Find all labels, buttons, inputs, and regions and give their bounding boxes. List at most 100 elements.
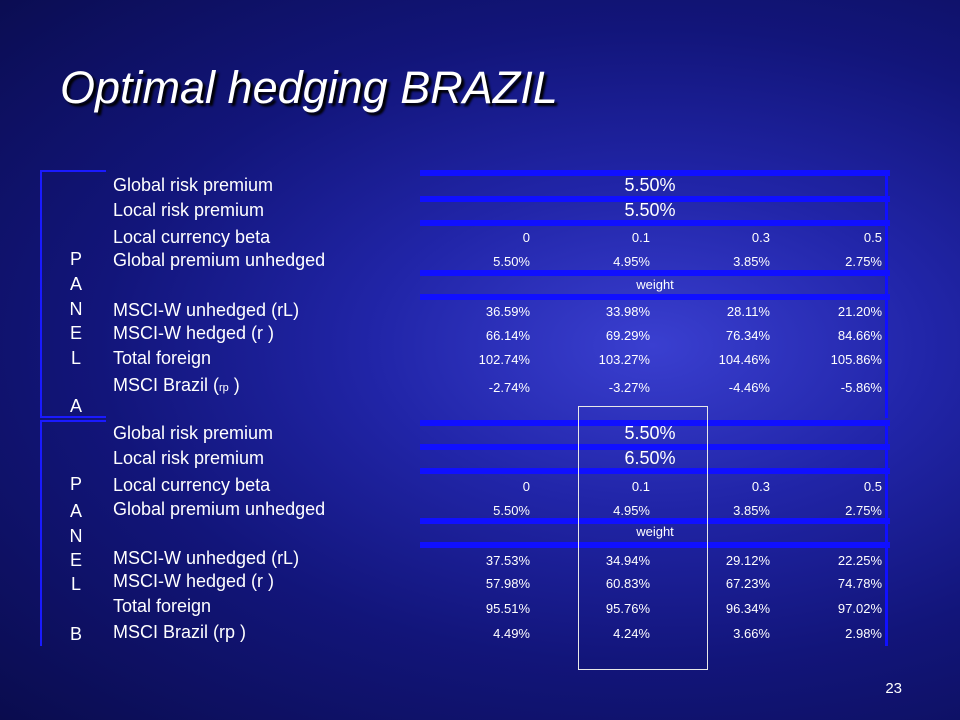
cell: 0.3: [751, 230, 770, 245]
label-local-currency-beta: Local currency beta: [113, 227, 271, 247]
panel-b-letter: P: [69, 474, 82, 494]
panel-a-side-label: P A N E L A: [40, 170, 106, 418]
cell: 0.5: [863, 230, 882, 245]
value-global-risk-premium: 5.50%: [624, 175, 676, 195]
value-local-risk-premium: 5.50%: [624, 200, 676, 220]
right-rule: [885, 170, 888, 418]
cell: 95.51%: [485, 601, 530, 616]
label-msci-w-hedged: MSCI-W hedged (r ): [113, 323, 275, 343]
panel-b-letter: B: [69, 624, 82, 644]
cell: 74.78%: [837, 576, 882, 591]
cell: 104.46%: [718, 352, 770, 367]
panel-b-letter: L: [70, 574, 81, 594]
label-msci-brazil: MSCI Brazil (rp ): [113, 375, 240, 396]
label-msci-brazil: MSCI Brazil (rp ): [113, 622, 247, 642]
panel-b-side-label: P A N E L B: [40, 420, 106, 646]
cell: -5.86%: [840, 380, 882, 395]
cell: 5.50%: [493, 503, 530, 518]
cell: 4.95%: [613, 254, 650, 269]
cell: -2.74%: [488, 380, 530, 395]
cell: 4.49%: [493, 626, 530, 641]
cell: 95.76%: [605, 601, 650, 616]
panel-a-letter: A: [69, 274, 82, 294]
cell: 0.5: [863, 479, 882, 494]
row-rule: [420, 542, 890, 548]
panel-a-letter: E: [69, 323, 82, 343]
cell: 0.1: [631, 230, 650, 245]
cell: 69.29%: [605, 328, 650, 343]
row-rule: [420, 420, 890, 426]
row-rule: [420, 170, 890, 176]
slide-title: Optimal hedging BRAZIL: [60, 62, 558, 113]
label-msci-brazil-sub: rp: [219, 382, 229, 394]
cell: 0.1: [631, 479, 650, 494]
cell: 33.98%: [605, 304, 650, 319]
row-rule: [420, 444, 890, 450]
weight-label: weight: [636, 277, 674, 292]
label-global-risk-premium: Global risk premium: [113, 175, 274, 195]
row-rule: [420, 294, 890, 300]
cell: 0: [522, 230, 530, 245]
panel-b-letter: N: [69, 526, 83, 546]
value-global-risk-premium: 5.50%: [624, 423, 676, 443]
label-msci-w-hedged: MSCI-W hedged (r ): [113, 571, 275, 591]
value-local-risk-premium: 6.50%: [624, 448, 676, 468]
panel-b: P A N E L B Global risk premium 5.50% Lo…: [40, 420, 890, 646]
label-total-foreign: Total foreign: [113, 348, 212, 368]
cell: 66.14%: [485, 328, 530, 343]
cell: 4.24%: [613, 626, 650, 641]
row-rule: [420, 270, 890, 276]
row-rule: [420, 220, 890, 226]
cell: 22.25%: [837, 553, 882, 568]
cell: 67.23%: [725, 576, 770, 591]
row-rule: [420, 518, 890, 524]
cell: 57.98%: [485, 576, 530, 591]
panel-a-letter: P: [69, 249, 82, 269]
label-local-currency-beta: Local currency beta: [113, 475, 271, 495]
label-msci-w-unhedged: MSCI-W unhedged (rL): [113, 548, 300, 568]
cell: 97.02%: [837, 601, 882, 616]
cell: 96.34%: [725, 601, 770, 616]
label-local-risk-premium: Local risk premium: [113, 448, 265, 468]
label-local-risk-premium: Local risk premium: [113, 200, 265, 220]
cell: 34.94%: [605, 553, 650, 568]
right-rule: [885, 420, 888, 646]
page-number: 23: [885, 680, 902, 697]
label-global-risk-premium: Global risk premium: [113, 423, 274, 443]
panel-a-letter: N: [69, 299, 83, 319]
cell: 3.66%: [733, 626, 770, 641]
weight-label: weight: [636, 524, 674, 539]
cell: 5.50%: [493, 254, 530, 269]
cell: 60.83%: [605, 576, 650, 591]
panel-a-letter: A: [69, 396, 82, 416]
label-global-premium-unhedged: Global premium unhedged: [113, 250, 326, 270]
cell: 4.95%: [613, 503, 650, 518]
cell: 36.59%: [485, 304, 530, 319]
cell: 28.11%: [726, 304, 770, 319]
cell: -4.46%: [728, 380, 770, 395]
panel-b-letter: E: [69, 550, 82, 570]
cell: 3.85%: [733, 254, 770, 269]
row-rule: [420, 468, 890, 474]
label-msci-brazil-suffix: ): [228, 375, 240, 395]
cell: 2.75%: [845, 254, 882, 269]
cell: 102.74%: [478, 352, 530, 367]
cell: 2.75%: [845, 503, 882, 518]
cell: 105.86%: [830, 352, 882, 367]
cell: 84.66%: [837, 328, 882, 343]
panel-a-letter: L: [70, 348, 81, 368]
cell: 3.85%: [733, 503, 770, 518]
cell: 37.53%: [485, 553, 530, 568]
cell: 21.20%: [837, 304, 882, 319]
row-rule: [420, 196, 890, 202]
cell: 0: [522, 479, 530, 494]
cell: 29.12%: [725, 553, 770, 568]
label-msci-w-unhedged: MSCI-W unhedged (rL): [113, 300, 300, 320]
panel-b-letter: A: [69, 501, 82, 521]
cell: 103.27%: [598, 352, 650, 367]
label-msci-brazil-prefix: MSCI Brazil (: [113, 375, 220, 395]
cell: 76.34%: [725, 328, 770, 343]
panel-a: P A N E L A Global risk premium 5.50% Lo…: [40, 170, 890, 418]
cell: 0.3: [751, 479, 770, 494]
highlight-column-box: [578, 406, 708, 670]
